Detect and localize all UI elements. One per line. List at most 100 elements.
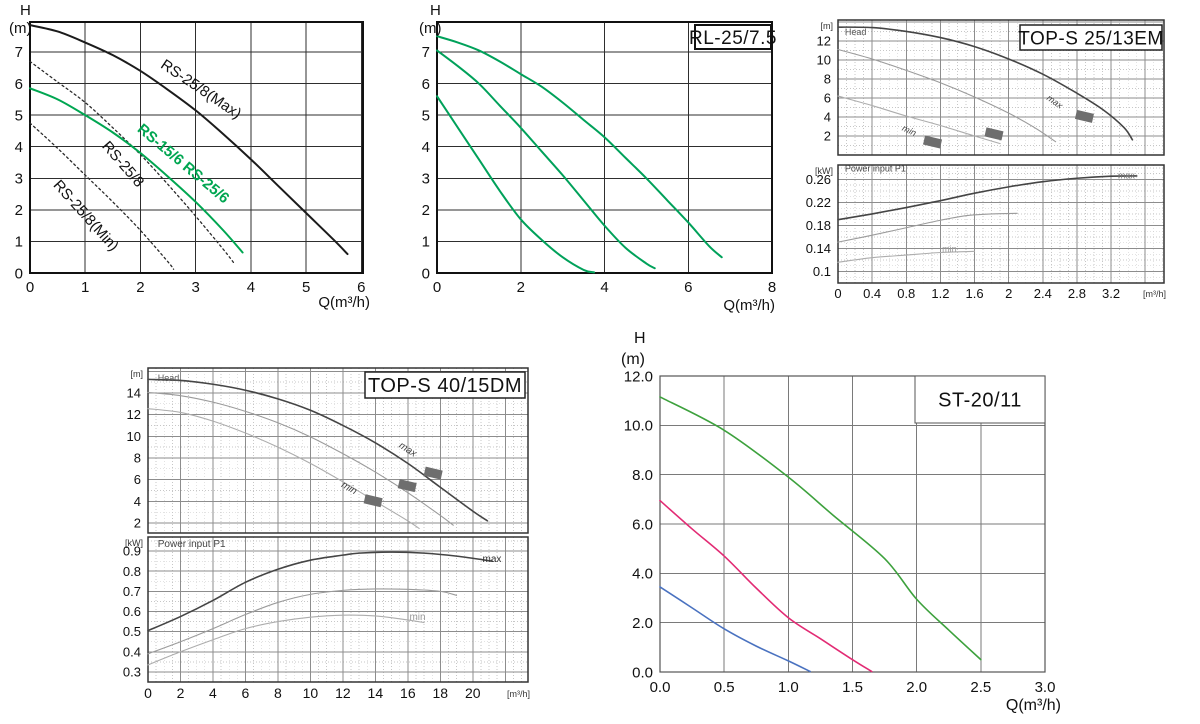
- curve-p1-max: [837, 175, 1138, 221]
- curve-label: Head: [845, 27, 867, 37]
- curve-head-min: [837, 95, 1001, 145]
- y-tick-label: 4: [422, 139, 430, 156]
- curve-RS-25/8(Min): [29, 122, 175, 270]
- flag-marker: [984, 127, 1004, 141]
- y-tick-label: 0.26: [806, 172, 831, 187]
- chart-rl-25-7-5: 0 2 4 6 8 0 1 2 3 4 5 6 7 RL-25/7.5 H (m) Q(m³/h): [400, 0, 800, 320]
- y-tick-label: 2: [824, 129, 831, 144]
- x-tick-label: 2.5: [970, 679, 991, 696]
- y-tick-label: 4: [134, 494, 141, 509]
- y-tick-label: 7: [15, 44, 23, 61]
- y-axis-unit-label: (m): [621, 351, 645, 368]
- y-axis-label-h: H: [20, 2, 31, 19]
- chart-title: TOP-S 25/13EM: [1018, 28, 1164, 49]
- x-tick-label: 0.8: [897, 286, 915, 301]
- curve-label: max: [1045, 93, 1065, 111]
- y-tick-label: 6.0: [632, 516, 653, 533]
- curve-label: min: [409, 612, 425, 623]
- x-tick-label: 0: [26, 279, 34, 296]
- curve-label: min: [339, 480, 359, 498]
- y-tick-label: 8.0: [632, 467, 653, 484]
- y-axis-label-h: H: [634, 330, 646, 347]
- y-tick-label: 3: [422, 171, 430, 188]
- y-tick-label: 6: [824, 91, 831, 106]
- y-tick-label: 10: [127, 429, 141, 444]
- y-tick-label: 10.0: [624, 418, 653, 435]
- curve-RS-25/8(Max): [29, 24, 349, 256]
- curve-speed-low: [659, 586, 811, 673]
- x-tick-label: 2.8: [1068, 286, 1086, 301]
- x-tick-label: 3: [191, 279, 199, 296]
- x-tick-label: 8: [274, 685, 282, 701]
- curve-p1-mid: [147, 588, 458, 655]
- x-axis-unit-label: [m³/h]: [1143, 289, 1166, 299]
- curve-head-min: [147, 408, 420, 529]
- curve-p1-mid: [837, 212, 1018, 243]
- flag-marker: [1074, 109, 1094, 123]
- x-tick-label: 4: [209, 685, 217, 701]
- x-tick-label: 0: [834, 286, 841, 301]
- plot-frame: [29, 21, 364, 274]
- x-tick-label: 2.0: [906, 679, 927, 696]
- curve-label: Head: [158, 373, 180, 383]
- y-tick-label: 2.0: [632, 615, 653, 632]
- x-tick-label: 2: [517, 279, 525, 296]
- x-tick-label: 1.0: [778, 679, 799, 696]
- y-tick-label: 6: [422, 76, 430, 93]
- chart-title: TOP-S 40/15DM: [368, 375, 522, 397]
- plot-frame: [147, 367, 529, 534]
- curve-head-mid: [147, 391, 454, 526]
- y-tick-label: 0.4: [123, 644, 141, 659]
- curve-label: RS-25/8(Max): [157, 56, 244, 122]
- y-tick-label: 0.14: [806, 241, 831, 256]
- curve-RS-25/8: [29, 60, 235, 265]
- y-tick-label: 0.8: [123, 564, 141, 579]
- curve-label: RS-25/8(Min): [50, 177, 122, 255]
- curve-speed-1: [436, 95, 596, 274]
- chart-title-box: [914, 375, 1046, 424]
- y-tick-label: 8: [824, 71, 831, 86]
- x-axis-label-q: Q(m³/h): [723, 297, 775, 314]
- x-axis-label-q: Q(m³/h): [1005, 697, 1061, 714]
- rs-family-plot: RS-25/8(Max)RS-25/8RS-15/6 RS-25/6RS-25/…: [15, 21, 366, 296]
- y-tick-label: 6: [134, 472, 141, 487]
- y-axis-label-h: H: [430, 2, 441, 19]
- x-tick-label: 0.4: [863, 286, 881, 301]
- x-tick-label: 2: [177, 685, 185, 701]
- x-tick-label: 1.6: [966, 286, 984, 301]
- x-tick-label: 3.0: [1035, 679, 1056, 696]
- y-tick-label: 1: [422, 234, 430, 251]
- axis-unit-corner-label: [m]: [821, 21, 834, 31]
- x-tick-label: 1.5: [842, 679, 863, 696]
- x-tick-label: 0.5: [714, 679, 735, 696]
- y-tick-label: 0.22: [806, 195, 831, 210]
- curve-p1-max: [147, 551, 494, 632]
- rl-25-7-5-plot: 0 2 4 6 8 0 1 2 3 4 5 6 7 RL-25/7.5: [422, 21, 776, 296]
- curve-label: max: [1118, 171, 1136, 181]
- x-tick-label: 6: [357, 279, 365, 296]
- x-tick-label: 8: [768, 279, 776, 296]
- axis-unit-corner-label: [m]: [131, 369, 144, 379]
- x-tick-label: 4: [247, 279, 255, 296]
- x-tick-label: 10: [303, 685, 319, 701]
- y-tick-label: 8: [134, 451, 141, 466]
- y-tick-label: 2: [134, 516, 141, 531]
- x-tick-label: 2: [136, 279, 144, 296]
- y-tick-label: 0.18: [806, 218, 831, 233]
- curve-speed-high: [659, 396, 982, 661]
- x-tick-label: 1.2: [931, 286, 949, 301]
- y-axis-unit-label: (m): [9, 20, 32, 37]
- y-tick-label: 12.0: [624, 368, 653, 385]
- y-tick-label: 12: [127, 407, 141, 422]
- y-tick-label: 5: [422, 107, 430, 124]
- x-tick-label: 6: [684, 279, 692, 296]
- y-tick-label: 0.1: [813, 264, 831, 279]
- plot-frame: [436, 21, 773, 274]
- y-tick-label: 0.9: [123, 544, 141, 559]
- curve-speed-3: [436, 35, 723, 259]
- y-tick-label: 4: [15, 139, 23, 156]
- curve-label: max: [483, 554, 502, 565]
- x-tick-label: 12: [335, 685, 351, 701]
- x-tick-label: 0.0: [650, 679, 671, 696]
- chart-title-box: [694, 24, 772, 50]
